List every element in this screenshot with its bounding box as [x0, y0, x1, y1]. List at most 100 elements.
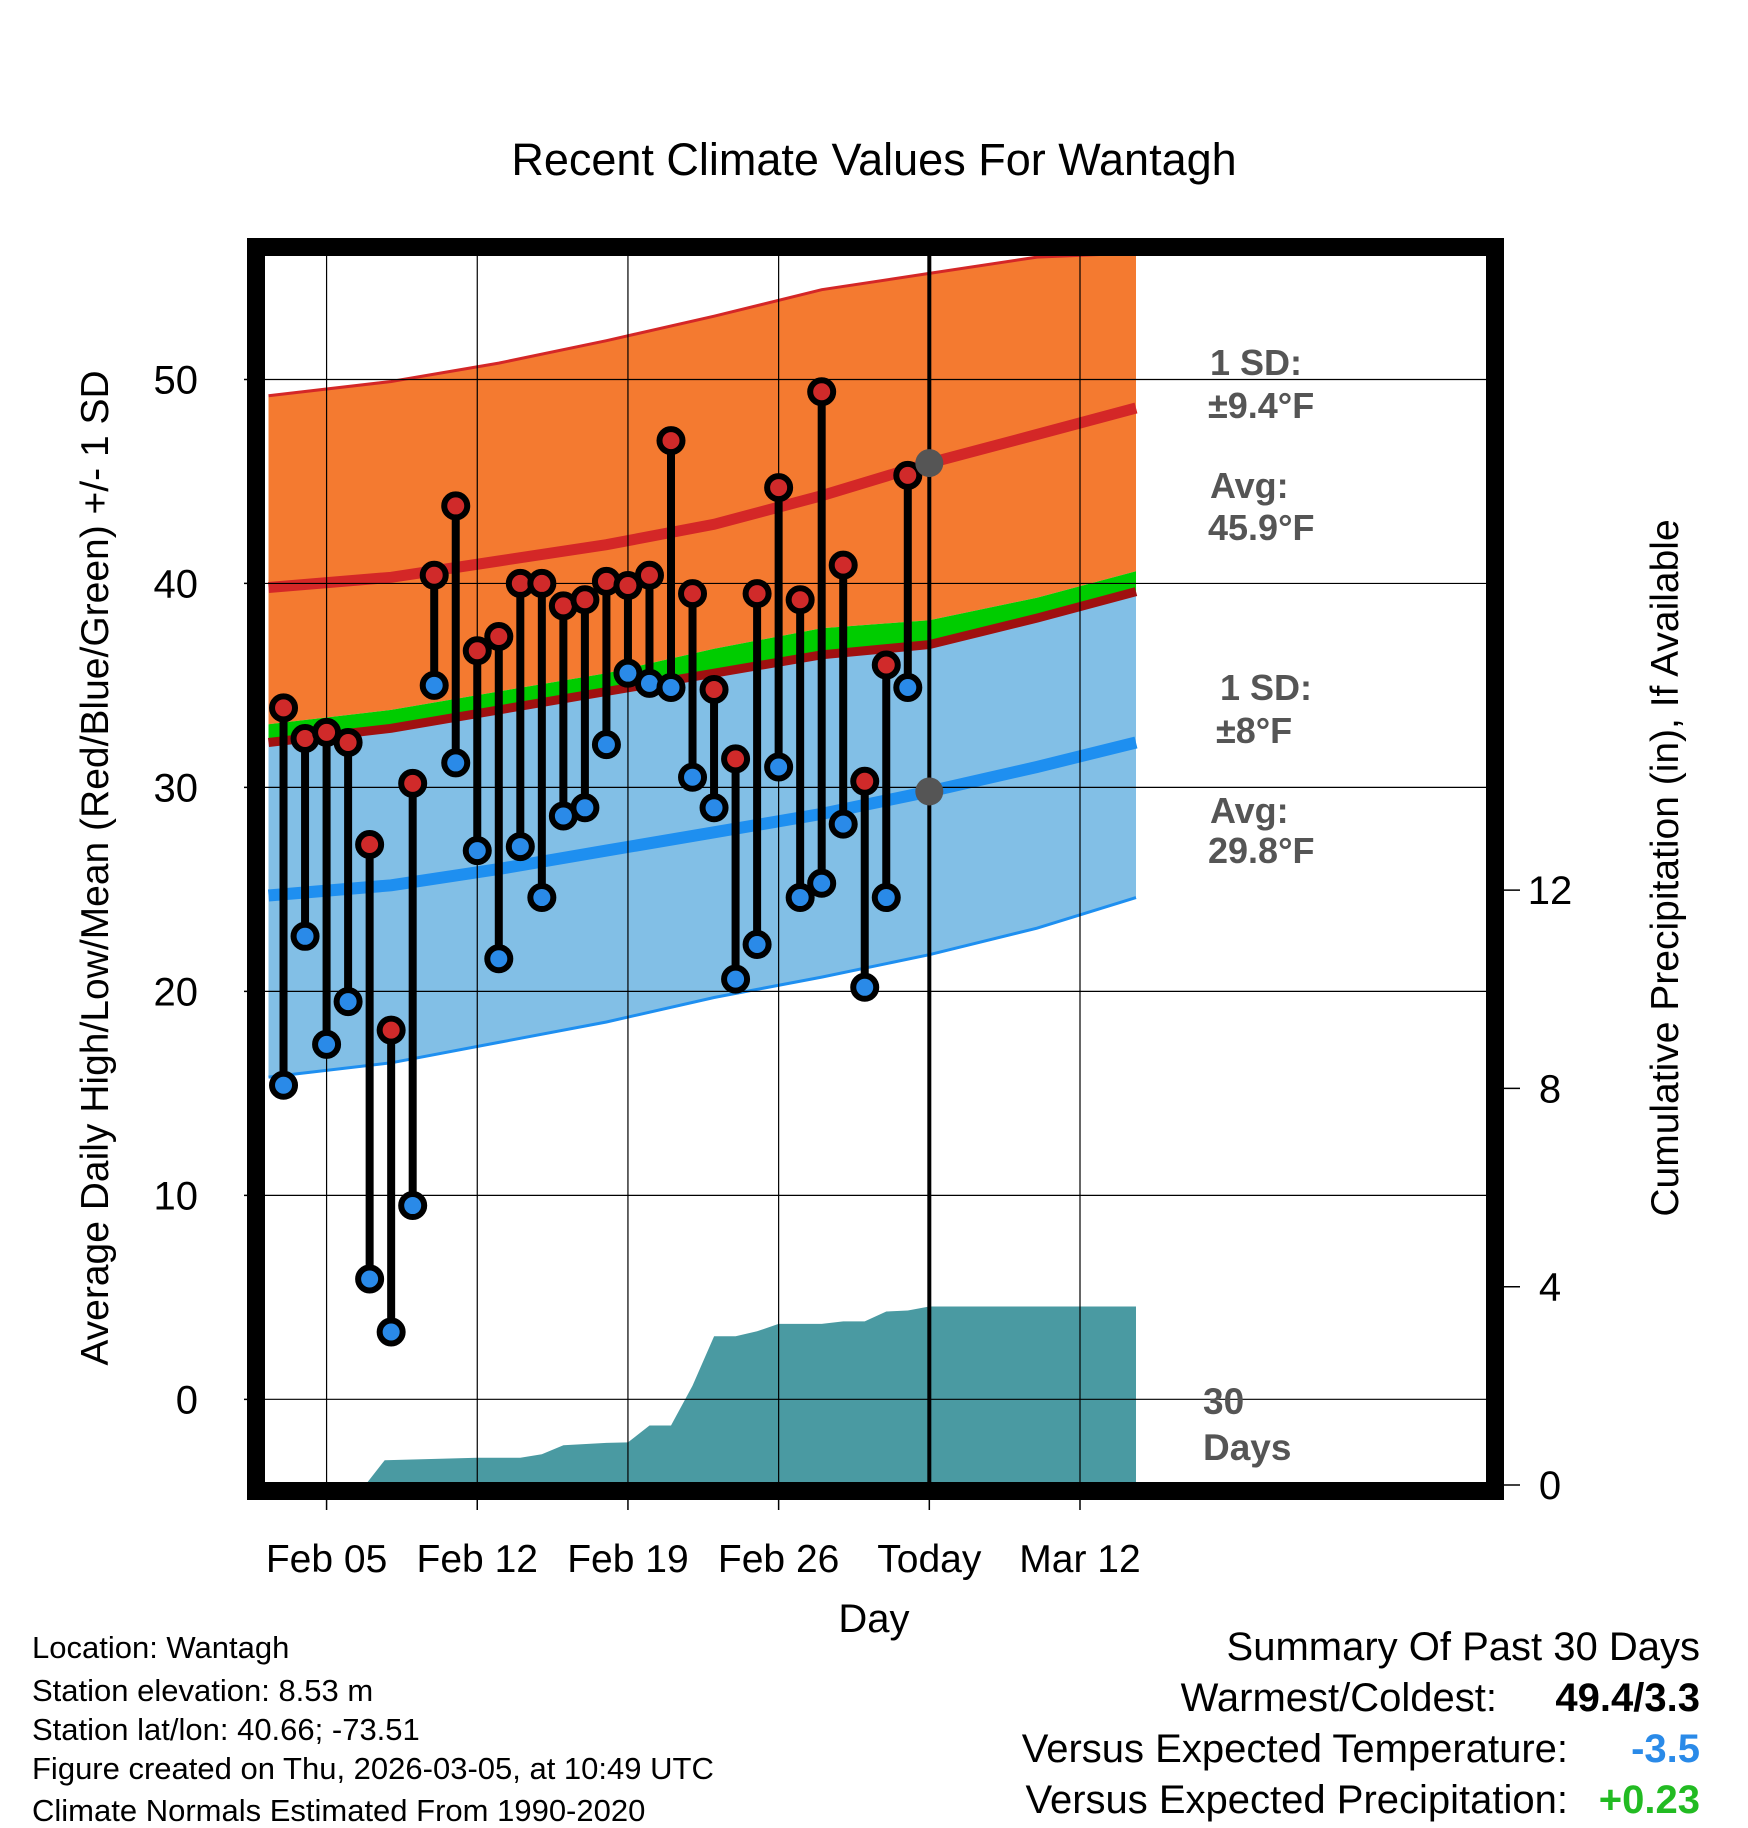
summary-temp-label: Versus Expected Temperature:	[1022, 1727, 1568, 1771]
low-marker-27	[850, 972, 880, 1002]
low-marker-14	[570, 793, 600, 823]
low-avg-value: 29.8°F	[1208, 830, 1314, 871]
low-marker-21	[721, 964, 751, 994]
low-marker-19	[678, 762, 708, 792]
low-marker-25	[807, 868, 837, 898]
y-axis-right: 0 4 8 12	[1489, 869, 1572, 1508]
summary-precip-label: Versus Expected Precipitation:	[1025, 1778, 1568, 1822]
grid	[262, 253, 1489, 1485]
y-tick-label-0: 0	[176, 1378, 198, 1422]
plot-area	[262, 253, 1489, 1485]
summary-warm-cold-label: Warmest/Coldest:	[1181, 1676, 1497, 1720]
high-marker-10	[484, 621, 514, 651]
high-sd-label: 1 SD:	[1210, 342, 1302, 383]
low-avg-label: Avg:	[1210, 790, 1289, 831]
y2-tick-label-3: 12	[1528, 869, 1573, 913]
high-avg-label: Avg:	[1210, 465, 1289, 506]
low-avg-line	[268, 736, 1138, 902]
low-marker-29	[893, 672, 923, 702]
annotations: 1 SD: ±9.4°F Avg: 45.9°F 1 SD: ±8°F Avg:…	[1203, 342, 1314, 1468]
high-marker-6	[398, 768, 428, 798]
summary-warm-cold-value: 49.4/3.3	[1555, 1676, 1700, 1720]
high-marker-21	[721, 744, 751, 774]
low-marker-3	[333, 987, 363, 1017]
x-tick-label-4: Today	[877, 1538, 982, 1581]
x-tick-label-5: Mar 12	[1019, 1538, 1140, 1581]
footer-normals: Climate Normals Estimated From 1990-2020	[32, 1793, 645, 1828]
high-marker-14	[570, 585, 600, 615]
high-marker-5	[376, 1015, 406, 1045]
y-tick-label-5: 50	[154, 358, 199, 402]
summary-temp-value: -3.5	[1631, 1727, 1700, 1771]
chart-title: Recent Climate Values For Wantagh	[511, 134, 1236, 185]
high-marker-19	[678, 579, 708, 609]
low-marker-4	[355, 1264, 385, 1294]
low-marker-15	[591, 730, 621, 760]
low-marker-8	[441, 748, 471, 778]
high-marker-7	[419, 560, 449, 590]
today-days-label: 30 Days	[1203, 1381, 1291, 1468]
y2-tick-label-2: 8	[1539, 1067, 1561, 1111]
high-marker-17	[634, 560, 664, 590]
low-marker-24	[785, 883, 815, 913]
low-sd-label: 1 SD:	[1220, 667, 1312, 708]
low-marker-0	[269, 1070, 299, 1100]
high-marker-12	[527, 568, 557, 598]
high-marker-28	[871, 650, 901, 680]
low-marker-2	[312, 1029, 342, 1059]
today-days-word: Days	[1203, 1427, 1291, 1468]
y-tick-label-2: 20	[154, 970, 199, 1014]
low-marker-9	[462, 836, 492, 866]
plot-frame	[247, 238, 1504, 1500]
y-tick-label-3: 30	[154, 766, 199, 810]
low-marker-7	[419, 670, 449, 700]
daily-stems	[279, 391, 912, 1333]
y2-tick-label-0: 0	[1539, 1464, 1561, 1508]
high-marker-23	[764, 473, 794, 503]
y-tick-label-4: 40	[154, 562, 199, 606]
low-marker-28	[871, 883, 901, 913]
summary-precip-value: +0.23	[1599, 1778, 1700, 1822]
high-marker-3	[333, 728, 363, 758]
low-marker-20	[699, 793, 729, 823]
x-tick-label-0: Feb 05	[266, 1538, 387, 1581]
summary-title: Summary Of Past 30 Days	[1227, 1625, 1700, 1669]
y-axis-left: 0 10 20 30 40 50	[154, 276, 262, 1422]
x-tick-label-2: Feb 19	[567, 1538, 688, 1581]
footer-info: Location: Wantagh Station elevation: 8.5…	[32, 1630, 714, 1828]
high-marker-18	[656, 426, 686, 456]
high-marker-25	[807, 377, 837, 407]
high-marker-27	[850, 766, 880, 796]
y2-tick-label-1: 4	[1539, 1266, 1561, 1310]
low-marker-5	[376, 1317, 406, 1347]
high-marker-0	[269, 693, 299, 723]
low-marker-12	[527, 883, 557, 913]
footer-elevation: Station elevation: 8.53 m	[32, 1673, 373, 1708]
daily-markers	[269, 377, 923, 1347]
high-marker-20	[699, 675, 729, 705]
low-avg-marker	[915, 777, 944, 806]
low-marker-26	[828, 809, 858, 839]
low-sd-lower-line	[268, 896, 1137, 1079]
low-marker-22	[742, 929, 772, 959]
high-marker-24	[785, 585, 815, 615]
high-sd-value: ±9.4°F	[1208, 385, 1314, 426]
y2-axis-title: Cumulative Precipitation (in), If Availa…	[1644, 519, 1687, 1216]
low-marker-11	[505, 832, 535, 862]
x-axis: Feb 05 Feb 12 Feb 19 Feb 26 Today Mar 12	[266, 1485, 1141, 1581]
x-tick-label-3: Feb 26	[718, 1538, 839, 1581]
mean-band	[268, 571, 1136, 743]
summary-panel: Summary Of Past 30 Days Warmest/Coldest:…	[1022, 1625, 1700, 1822]
low-marker-10	[484, 944, 514, 974]
footer-created: Figure created on Thu, 2026-03-05, at 10…	[32, 1751, 714, 1786]
low-sd-value: ±8°F	[1216, 710, 1292, 751]
high-avg-marker	[915, 449, 944, 478]
precipitation-area	[268, 1306, 1136, 1485]
x-tick-label-1: Feb 12	[417, 1538, 538, 1581]
low-marker-6	[398, 1191, 428, 1221]
low-marker-23	[764, 752, 794, 782]
high-marker-22	[742, 579, 772, 609]
high-marker-4	[355, 830, 385, 860]
footer-location: Location: Wantagh	[32, 1630, 289, 1665]
low-marker-1	[290, 921, 320, 951]
